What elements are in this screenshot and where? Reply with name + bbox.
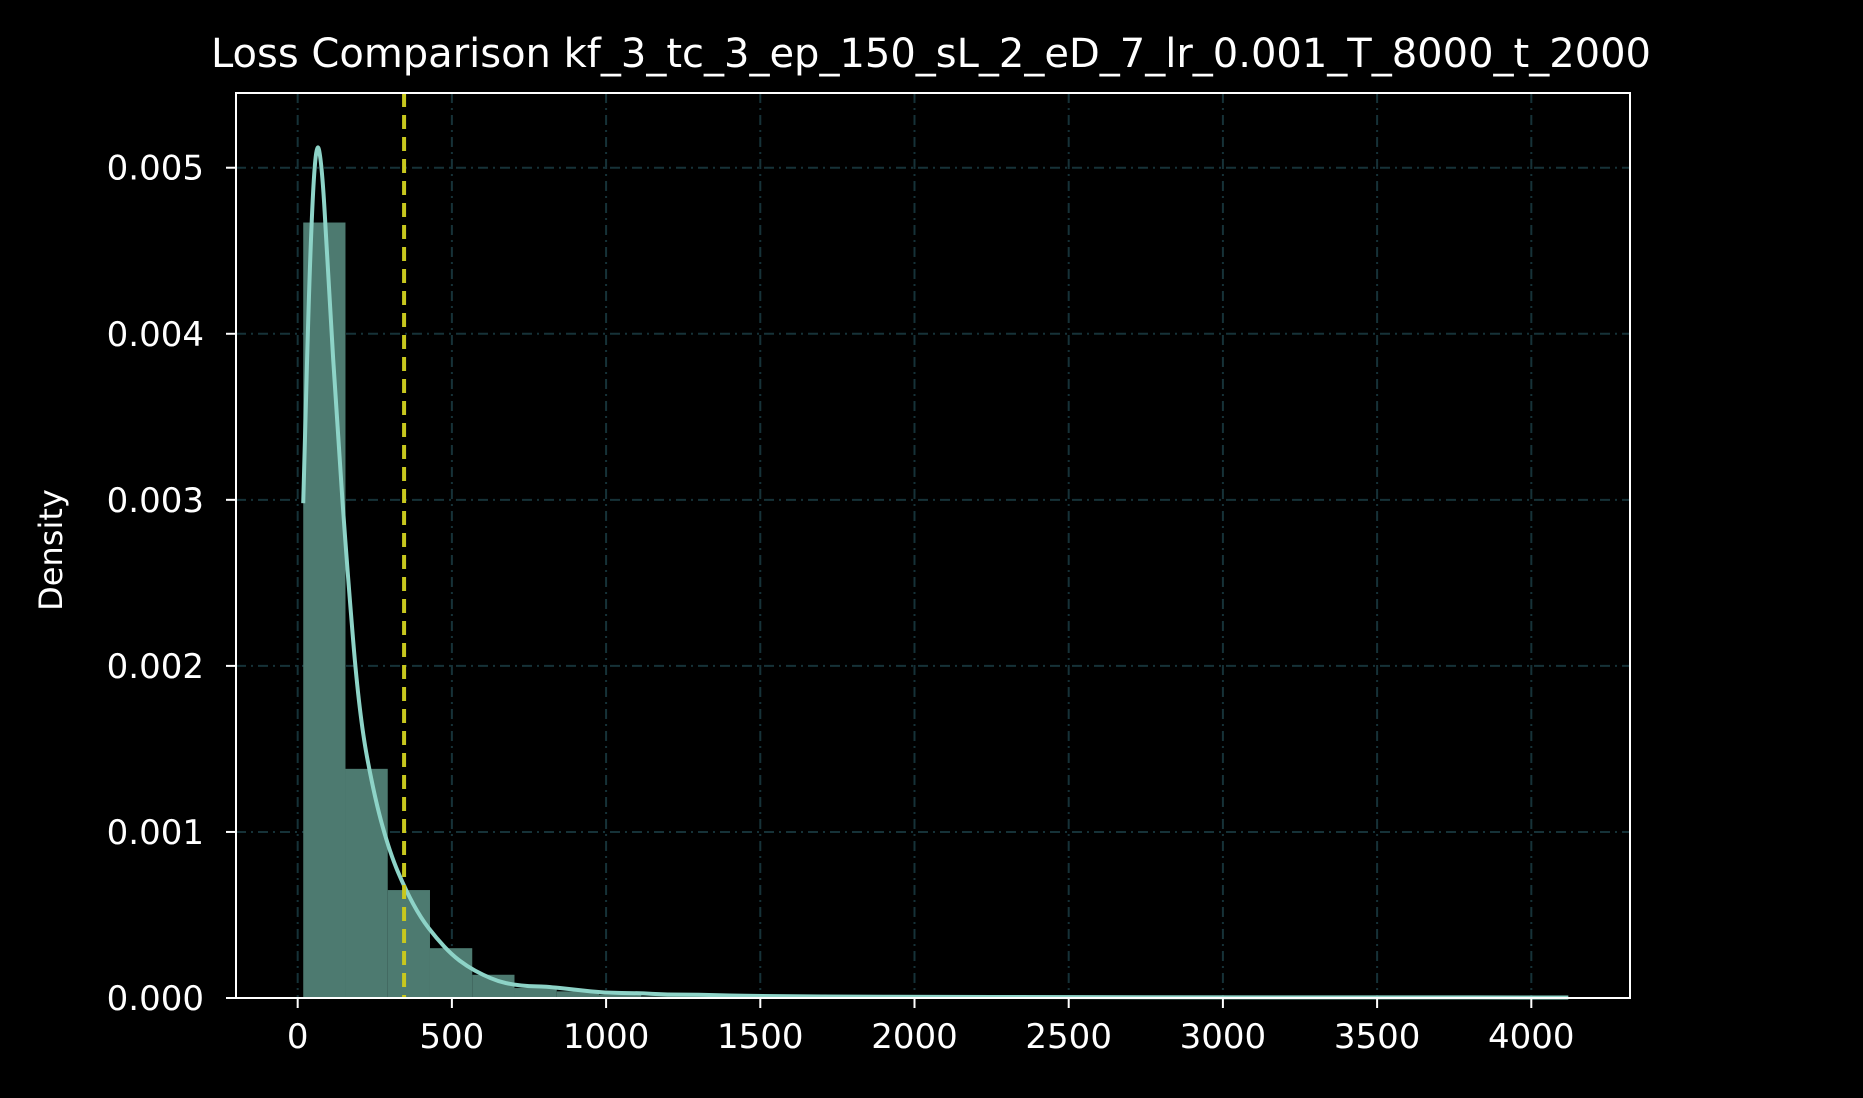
y-tick-label-4: 0.004	[107, 315, 204, 355]
y-tick-label-3: 0.003	[107, 481, 204, 521]
kde-curve-group	[301, 145, 1569, 1000]
y-tick-label-2: 0.002	[107, 647, 204, 687]
x-tick-label-4: 2000	[871, 1017, 958, 1057]
axes	[235, 92, 1631, 999]
y-axis-label: Density	[32, 489, 70, 611]
histogram-bar-5	[514, 988, 557, 998]
histogram-bar-3	[429, 948, 473, 998]
kde-curve	[301, 145, 1569, 1000]
histogram-bar-1	[345, 768, 388, 998]
x-tick-label-8: 4000	[1488, 1017, 1575, 1057]
x-tick-label-6: 3000	[1180, 1017, 1267, 1057]
y-axis-ticks: 0.000 0.001 0.002 0.003 0.004 0.005	[107, 149, 236, 1019]
y-tick-label-0: 0.000	[107, 979, 204, 1019]
y-tick-label-5: 0.005	[107, 149, 204, 189]
x-tick-label-2: 1000	[563, 1017, 650, 1057]
histogram-bar-0	[303, 222, 346, 998]
x-axis-ticks: 0 500 1000 1500 2000 2500 3000 3500 4000	[287, 998, 1575, 1057]
histogram-bar-2	[387, 890, 430, 998]
chart-title: Loss Comparison kf_3_tc_3_ep_150_sL_2_eD…	[211, 31, 1651, 77]
y-tick-label-1: 0.001	[107, 813, 204, 853]
x-tick-label-1: 500	[419, 1017, 484, 1057]
histogram-bar-7	[598, 994, 642, 998]
x-tick-label-7: 3500	[1334, 1017, 1421, 1057]
histogram-bars	[303, 222, 726, 998]
x-tick-label-5: 2500	[1025, 1017, 1112, 1057]
histogram-bar-6	[556, 991, 599, 998]
x-tick-label-3: 1500	[717, 1017, 804, 1057]
x-tick-label-0: 0	[287, 1017, 309, 1057]
plot-frame	[235, 92, 1631, 999]
